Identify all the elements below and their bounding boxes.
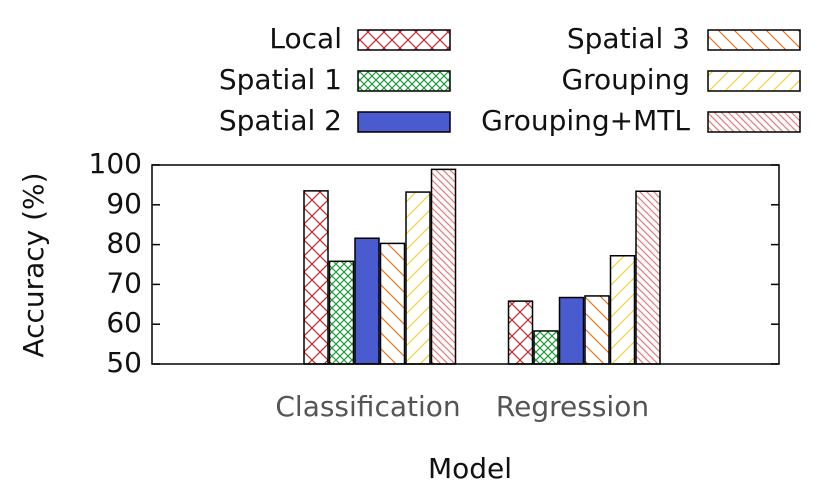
bar bbox=[533, 330, 559, 365]
bar bbox=[507, 300, 534, 365]
bar bbox=[609, 254, 636, 365]
legend-swatch bbox=[357, 111, 451, 133]
bar bbox=[303, 190, 329, 365]
legend-label: Spatial 2 bbox=[219, 104, 342, 137]
bar bbox=[328, 260, 355, 365]
bar bbox=[430, 168, 457, 365]
y-axis-label: Accuracy (%) bbox=[17, 172, 50, 357]
legend-swatch bbox=[357, 70, 451, 92]
legend-label: Spatial 1 bbox=[219, 63, 342, 96]
legend-swatch bbox=[707, 70, 801, 92]
y-tick-label: 60 bbox=[106, 306, 142, 339]
bar bbox=[379, 242, 406, 365]
bar bbox=[405, 191, 431, 365]
y-tick-label: 80 bbox=[106, 227, 142, 260]
x-tick-label: Classification bbox=[275, 390, 460, 423]
y-tick-label: 90 bbox=[106, 187, 142, 220]
y-tick-label: 70 bbox=[106, 266, 142, 299]
legend-swatch bbox=[707, 111, 801, 133]
legend-swatch bbox=[357, 29, 451, 51]
bar bbox=[354, 237, 380, 365]
legend-label: Spatial 3 bbox=[567, 22, 690, 55]
legend-label: Local bbox=[269, 22, 342, 55]
legend-label: Grouping bbox=[561, 63, 690, 96]
x-tick-label: Regression bbox=[496, 390, 649, 423]
x-axis-label: Model bbox=[428, 452, 512, 485]
legend-swatch bbox=[707, 29, 801, 51]
bar bbox=[584, 295, 610, 365]
legend-label: Grouping+MTL bbox=[481, 104, 690, 137]
bar bbox=[635, 190, 661, 365]
y-tick-label: 100 bbox=[89, 147, 142, 180]
plot-frame bbox=[151, 164, 780, 365]
bar bbox=[558, 296, 585, 365]
y-tick-label: 50 bbox=[106, 346, 142, 379]
